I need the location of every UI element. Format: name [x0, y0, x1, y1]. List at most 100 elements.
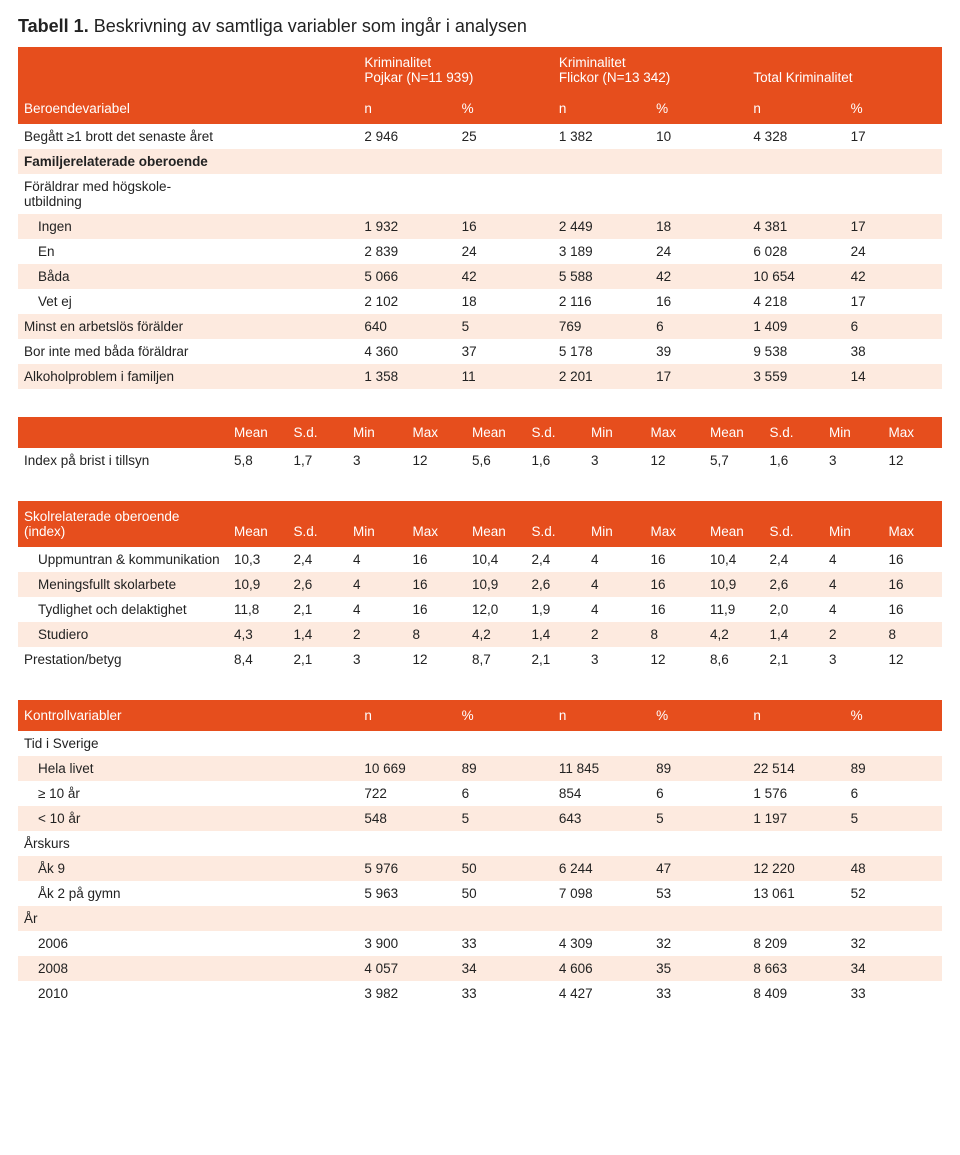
row-label: 2010: [18, 981, 358, 1006]
cell: [845, 149, 942, 174]
cell: 3: [823, 448, 883, 473]
row-label: Familjerelaterade oberoende: [18, 149, 358, 174]
cell: 5: [456, 806, 553, 831]
cell: 5,7: [704, 448, 764, 473]
col-header: Mean: [704, 501, 764, 547]
cell: 2,6: [764, 572, 824, 597]
row-label: < 10 år: [18, 806, 358, 831]
title-prefix: Tabell 1.: [18, 16, 89, 36]
cell: [358, 906, 455, 931]
cell: 3: [347, 647, 407, 672]
cell: 12,0: [466, 597, 526, 622]
cell: 4 057: [358, 956, 455, 981]
cell: 1 197: [747, 806, 844, 831]
cell: 4 381: [747, 214, 844, 239]
cell: [553, 731, 650, 756]
cell: 2,6: [288, 572, 348, 597]
cell: 5,6: [466, 448, 526, 473]
cell: 17: [845, 289, 942, 314]
table-row: Begått ≥1 brott det senaste året2 946251…: [18, 124, 942, 149]
col-header: n: [747, 700, 844, 731]
cell: 2 116: [553, 289, 650, 314]
cell: 4,2: [466, 622, 526, 647]
cell: 4: [823, 597, 883, 622]
row-label: 2008: [18, 956, 358, 981]
cell: 10: [650, 124, 747, 149]
cell: 5 588: [553, 264, 650, 289]
col-header: S.d.: [526, 501, 586, 547]
col-header: n: [553, 93, 650, 124]
cell: 18: [650, 214, 747, 239]
row-label: Meningsfullt skolarbete: [18, 572, 228, 597]
title-text: Beskrivning av samtliga variabler som in…: [89, 16, 527, 36]
cell: 16: [407, 547, 467, 572]
cell: 8: [407, 622, 467, 647]
cell: 42: [845, 264, 942, 289]
cell: 4 360: [358, 339, 455, 364]
cell: 4 218: [747, 289, 844, 314]
cell: 10,9: [228, 572, 288, 597]
col-header: Mean: [704, 417, 764, 448]
cell: 3 189: [553, 239, 650, 264]
cell: 1,4: [526, 622, 586, 647]
cell: 2: [823, 622, 883, 647]
cell: 4: [585, 572, 645, 597]
cell: 11,9: [704, 597, 764, 622]
cell: 2 102: [358, 289, 455, 314]
cell: 722: [358, 781, 455, 806]
table-row: Alkoholproblem i familjen1 358112 201173…: [18, 364, 942, 389]
stat-header-row: Skolrelaterade oberoende (index)MeanS.d.…: [18, 501, 942, 547]
cell: 16: [650, 289, 747, 314]
cell: 12: [407, 647, 467, 672]
cell: 4: [347, 572, 407, 597]
col-header: Min: [585, 501, 645, 547]
cell: 10,3: [228, 547, 288, 572]
row-label: Åk 2 på gymn: [18, 881, 358, 906]
cell: 6: [650, 314, 747, 339]
cell: [845, 731, 942, 756]
cell: 12: [883, 647, 943, 672]
cell: 10,9: [466, 572, 526, 597]
cell: 8 209: [747, 931, 844, 956]
sub-header-row: Beroendevariabeln%n%n%: [18, 93, 942, 124]
cell: 4: [585, 597, 645, 622]
cell: 47: [650, 856, 747, 881]
cell: 13 061: [747, 881, 844, 906]
cell: 33: [650, 981, 747, 1006]
cell: 89: [456, 756, 553, 781]
table-row: 20084 057344 606358 66334: [18, 956, 942, 981]
table-row: Föräldrar med högskole- utbildning: [18, 174, 942, 214]
cell: 50: [456, 856, 553, 881]
row-label: Ingen: [18, 214, 358, 239]
table-row: Vet ej2 102182 116164 21817: [18, 289, 942, 314]
cell: 4,2: [704, 622, 764, 647]
col-header: n: [358, 93, 455, 124]
group-header-row: Kriminalitet Pojkar (N=11 939) Kriminali…: [18, 47, 942, 93]
table-index: MeanS.d.MinMaxMeanS.d.MinMaxMeanS.d.MinM…: [18, 417, 942, 473]
cell: 18: [456, 289, 553, 314]
col-header: Max: [883, 417, 943, 448]
cell: 2,1: [288, 597, 348, 622]
cell: 3: [823, 647, 883, 672]
cell: 6: [845, 314, 942, 339]
cell: [747, 906, 844, 931]
col-header: %: [456, 700, 553, 731]
cell: 8: [883, 622, 943, 647]
cell: [553, 906, 650, 931]
rowhead-label: Beroendevariabel: [18, 93, 358, 124]
col-header: Mean: [228, 417, 288, 448]
table-title: Tabell 1. Beskrivning av samtliga variab…: [18, 16, 942, 37]
cell: [747, 149, 844, 174]
cell: 2 839: [358, 239, 455, 264]
cell: 14: [845, 364, 942, 389]
cell: 4 328: [747, 124, 844, 149]
cell: [553, 149, 650, 174]
table-row: 20103 982334 427338 40933: [18, 981, 942, 1006]
cell: 6: [845, 781, 942, 806]
cell: 8 663: [747, 956, 844, 981]
table-row: Tydlighet och delaktighet11,82,141612,01…: [18, 597, 942, 622]
cell: [456, 731, 553, 756]
cell: [650, 906, 747, 931]
cell: 4: [823, 547, 883, 572]
cell: 24: [456, 239, 553, 264]
